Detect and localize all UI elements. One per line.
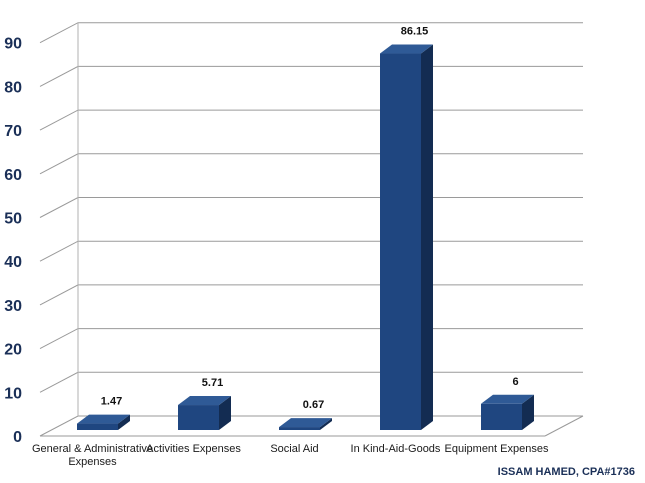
bar-front-2 <box>178 405 219 430</box>
bar-front-1 <box>77 423 118 430</box>
bar-3 <box>279 418 332 430</box>
gridline-60 <box>39 153 583 175</box>
bar-4 <box>380 44 433 430</box>
gridline-80 <box>39 65 583 87</box>
bar-top-4 <box>380 44 433 54</box>
data-label-3: 0.67 <box>303 399 324 411</box>
bar-side-2 <box>219 396 231 430</box>
bar-front-4 <box>380 53 421 430</box>
x-tick-2: Activities Expenses <box>146 443 241 455</box>
gridline-30 <box>39 284 583 306</box>
x-axis-ticks: General & Administrative ExpensesActiviti… <box>32 443 549 468</box>
y-tick-20: 20 <box>4 342 22 359</box>
y-tick-10: 10 <box>4 385 22 402</box>
bar-side-4 <box>421 44 433 430</box>
y-tick-0: 0 <box>13 429 22 446</box>
bar-top-2 <box>178 396 231 406</box>
gridline-50 <box>39 197 583 218</box>
x-tick-4: In Kind-Aid-Goods <box>351 443 441 455</box>
bar-front-5 <box>481 403 522 430</box>
bar-top-1 <box>77 414 130 424</box>
x-tick-5: Equipment Expenses <box>445 443 549 455</box>
data-labels: 1.47 5.71 0.67 86.15 6 <box>101 26 519 412</box>
x-tick-1: General & Administrative Expenses <box>32 443 153 468</box>
bar-side-5 <box>522 394 534 430</box>
x-tick-3: Social Aid <box>270 443 318 455</box>
data-label-2: 5.71 <box>202 377 223 389</box>
y-tick-60: 60 <box>4 167 22 184</box>
bars <box>77 44 534 430</box>
bar-1 <box>77 414 130 430</box>
gridline-90 <box>39 22 583 44</box>
y-tick-80: 80 <box>4 79 22 96</box>
gridlines <box>39 22 584 437</box>
gridline-20 <box>39 328 583 350</box>
bar-side-3 <box>320 418 332 430</box>
bar-side-1 <box>118 414 130 430</box>
gridline-40 <box>39 240 583 262</box>
bar-top-3 <box>279 418 332 428</box>
bar-front-3 <box>279 427 320 430</box>
bar-5 <box>481 394 534 430</box>
bar-2 <box>178 396 231 430</box>
credit-text: ISSAM HAMED, CPA#1736 <box>497 466 635 478</box>
y-axis-ticks: 0 10 20 30 40 50 60 70 80 90 <box>4 36 22 446</box>
y-tick-70: 70 <box>4 123 22 140</box>
y-tick-40: 40 <box>4 254 22 271</box>
y-tick-30: 30 <box>4 298 22 315</box>
gridline-70 <box>39 109 583 131</box>
gridline-10 <box>39 371 583 393</box>
floor-right-edge <box>544 415 584 437</box>
data-label-1: 1.47 <box>101 396 122 408</box>
y-tick-50: 50 <box>4 211 22 228</box>
data-label-4: 86.15 <box>401 26 429 38</box>
data-label-5: 6 <box>512 376 518 388</box>
bar-top-5 <box>481 394 534 404</box>
y-tick-90: 90 <box>4 36 22 53</box>
